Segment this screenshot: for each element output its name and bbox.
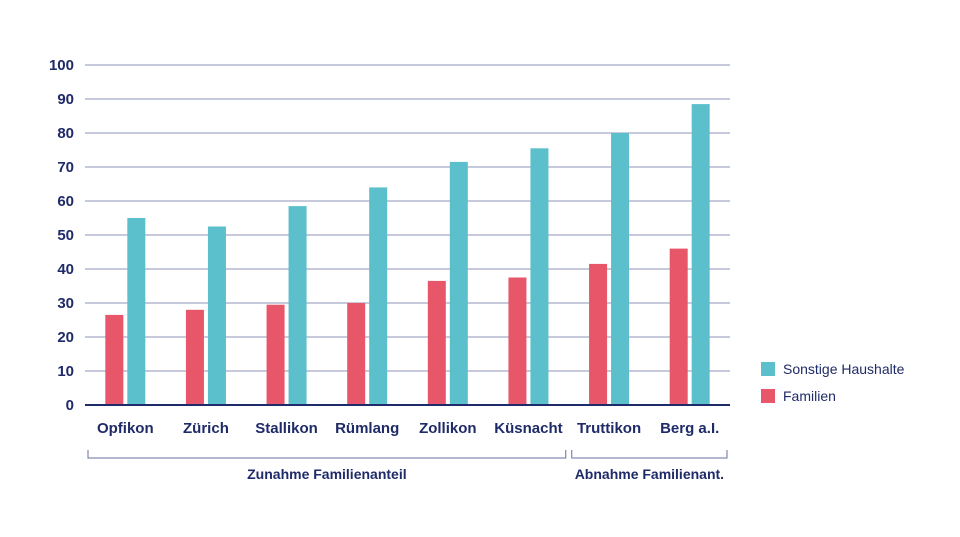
bar-group <box>589 133 630 405</box>
bar-group <box>508 148 549 406</box>
bar-familien <box>669 248 688 405</box>
y-tick-label: 90 <box>57 91 74 108</box>
x-tick-label: Truttikon <box>577 420 641 437</box>
bar-sonstige-haushalte <box>611 133 630 405</box>
bar-sonstige-haushalte <box>288 206 307 405</box>
bar-group <box>427 161 468 405</box>
bar-sonstige-haushalte <box>127 218 146 405</box>
category-groups: Zunahme Familienanteil Abnahme Familienan… <box>87 450 728 482</box>
group-bracket: Abnahme Familienant. <box>571 450 728 482</box>
bar-sonstige-haushalte <box>530 148 549 406</box>
legend: Sonstige Haushalte Familien <box>761 361 905 404</box>
y-tick-label: 30 <box>57 295 74 312</box>
y-tick-label: 40 <box>57 261 74 278</box>
x-tick-label: Zürich <box>183 420 229 437</box>
bar-familien <box>347 303 366 405</box>
bar-group <box>669 104 710 405</box>
bar-sonstige-haushalte <box>691 104 710 405</box>
y-tick-label: 0 <box>66 397 74 414</box>
y-tick-label: 50 <box>57 227 74 244</box>
x-tick-label: Stallikon <box>255 420 318 437</box>
legend-swatch <box>761 389 775 403</box>
bar-group <box>266 206 307 405</box>
y-tick-label: 10 <box>57 363 74 380</box>
legend-item: Sonstige Haushalte <box>761 361 905 377</box>
bar-familien <box>589 263 608 405</box>
y-tick-label: 20 <box>57 329 74 346</box>
x-axis-labels: Opfikon Zürich Stallikon Rümlang Zollikon Küs… <box>97 420 719 437</box>
y-tick-label: 80 <box>57 125 74 142</box>
y-tick-label: 70 <box>57 159 74 176</box>
bar-sonstige-haushalte <box>449 161 468 405</box>
group-bracket-line <box>87 450 567 459</box>
group-label: Abnahme Familienant. <box>575 466 724 482</box>
bars <box>105 104 710 406</box>
y-tick-label: 100 <box>49 57 74 74</box>
group-bracket-line <box>571 450 728 459</box>
group-bracket: Zunahme Familienanteil <box>87 450 567 482</box>
x-tick-label: Küsnacht <box>494 420 562 437</box>
bar-sonstige-haushalte <box>207 226 226 405</box>
legend-label: Sonstige Haushalte <box>783 361 905 377</box>
bar-familien <box>266 304 285 405</box>
bar-sonstige-haushalte <box>369 187 388 405</box>
y-axis-ticks: 0 10 20 30 40 50 60 70 80 90 100 <box>49 57 74 414</box>
bar-familien <box>105 314 124 405</box>
legend-item: Familien <box>761 388 836 404</box>
y-tick-label: 60 <box>57 193 74 210</box>
legend-swatch <box>761 362 775 376</box>
bar-group <box>105 218 146 405</box>
bar-familien <box>427 280 446 405</box>
x-tick-label: Berg a.I. <box>660 420 719 437</box>
group-label: Zunahme Familienanteil <box>247 466 406 482</box>
gridlines <box>85 64 730 372</box>
x-tick-label: Rümlang <box>335 420 399 437</box>
bar-familien <box>185 309 204 405</box>
bar-group <box>347 187 388 405</box>
x-tick-label: Zollikon <box>419 420 477 437</box>
bar-familien <box>508 277 527 405</box>
legend-label: Familien <box>783 388 836 404</box>
x-tick-label: Opfikon <box>97 420 154 437</box>
bar-group <box>185 226 226 405</box>
